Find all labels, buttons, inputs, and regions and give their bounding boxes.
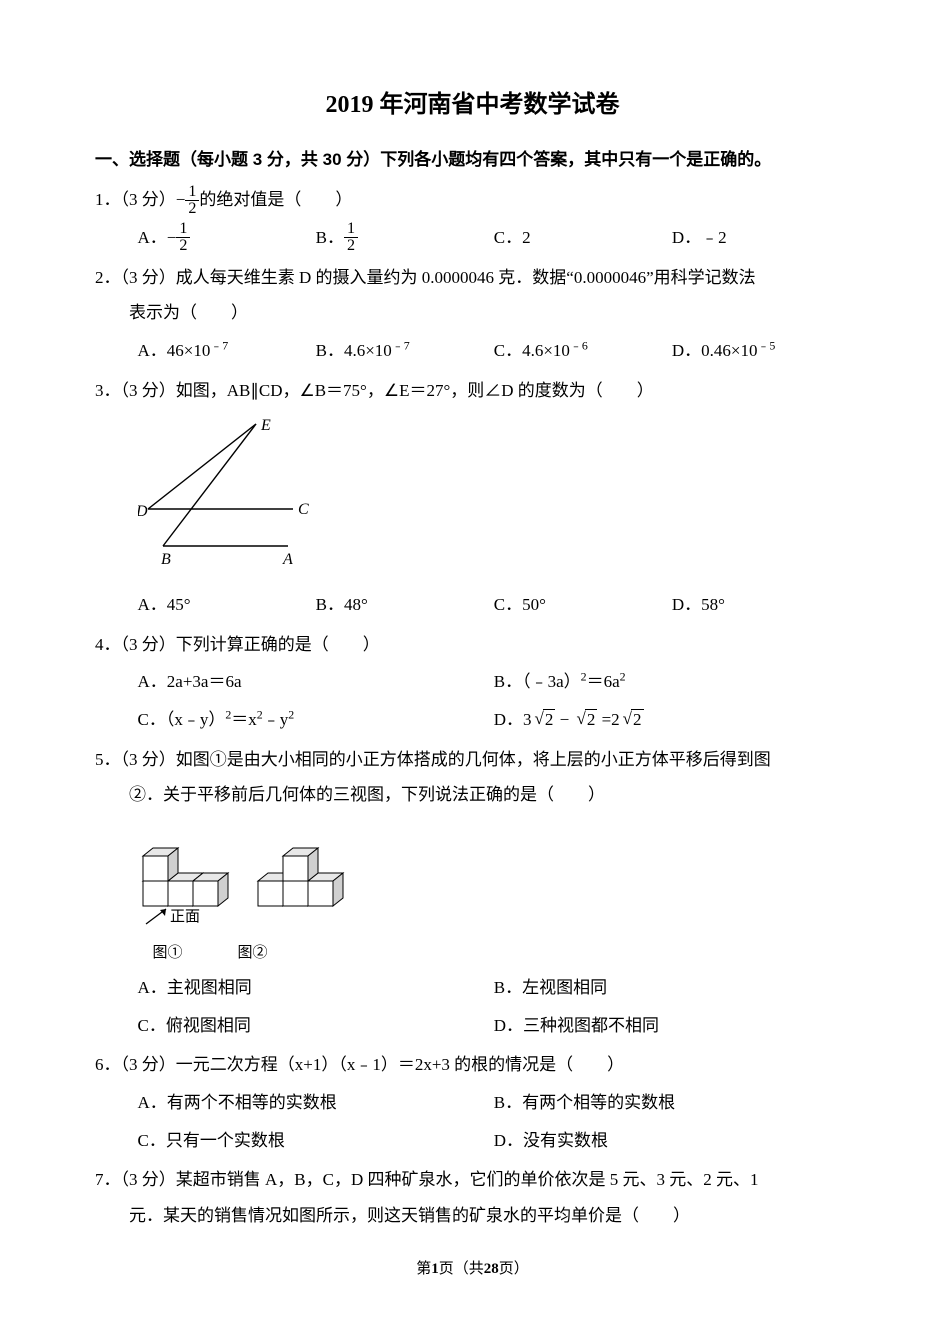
q5-front-label: 正面 [170,909,200,925]
q3-svg: E D C B A [138,416,318,566]
page-title: 2019 年河南省中考数学试卷 [95,80,850,130]
q1-fraction: 12 [185,184,199,217]
q3-label-d: D [138,503,148,520]
q2-choice-d: D．0.46×10﹣5 [672,333,850,369]
q5-svg: 正面 [138,821,398,931]
q4-choice-b: B．（﹣3a）2＝6a2 [494,664,850,700]
q2-choice-c: C．4.6×10﹣6 [494,333,672,369]
q7-line1: 7．（3 分）某超市销售 A，B，C，D 四种矿泉水，它们的单价依次是 5 元、… [95,1162,850,1198]
q5-choice-d: D．三种视图都不相同 [494,1008,850,1044]
q3-label-e: E [260,417,271,434]
q3-diagram: E D C B A [138,416,851,579]
q5-choices-row1: A．主视图相同 B．左视图相同 [95,970,850,1006]
q5-choice-b: B．左视图相同 [494,970,850,1006]
q5-choices-row2: C．俯视图相同 D．三种视图都不相同 [95,1008,850,1044]
q3-label-a: A [282,551,293,566]
q4-choice-a: A．2a+3a＝6a [138,664,494,700]
q5-line2: ②．关于平移前后几何体的三视图，下列说法正确的是（ ） [95,777,850,813]
q4-choices-row2: C．（x﹣y）2＝x2﹣y2 D．32 − 2 =22 [95,702,850,738]
q3-choice-c: C．50° [494,587,672,623]
question-7: 7．（3 分）某超市销售 A，B，C，D 四种矿泉水，它们的单价依次是 5 元、… [95,1162,850,1233]
q5-choice-c: C．俯视图相同 [138,1008,494,1044]
q1-choice-d: D．﹣2 [672,220,850,256]
section-header: 一、选择题（每小题 3 分，共 30 分）下列各小题均有四个答案，其中只有一个是… [95,142,850,178]
q6-choice-b: B．有两个相等的实数根 [494,1085,850,1121]
q1-sign: − [176,190,186,209]
q6-choices-row1: A．有两个不相等的实数根 B．有两个相等的实数根 [95,1085,850,1121]
question-5: 5．（3 分）如图①是由大小相同的小正方体搭成的几何体，将上层的小正方体平移后得… [95,742,850,813]
q6-choice-a: A．有两个不相等的实数根 [138,1085,494,1121]
question-6: 6．（3 分）一元二次方程（x+1）（x﹣1）＝2x+3 的根的情况是（ ） [95,1047,850,1083]
question-4: 4．（3 分）下列计算正确的是（ ） [95,627,850,663]
q3-choice-d: D．58° [672,587,850,623]
question-3: 3．（3 分）如图，AB∥CD，∠B＝75°，∠E＝27°，则∠D 的度数为（ … [95,373,850,409]
q1-choice-a: A．−12 [138,220,316,256]
q5-diagram: 正面 图① 图② [138,821,851,962]
q1-stem-a: 1．（3 分） [95,190,176,209]
q3-label-c: C [298,501,309,518]
question-2: 2．（3 分）成人每天维生素 D 的摄入量约为 0.0000046 克．数据“0… [95,260,850,331]
q4-choices-row1: A．2a+3a＝6a B．（﹣3a）2＝6a2 [95,664,850,700]
q5-fig1-label: 图① [153,944,183,962]
q2-choice-a: A．46×10﹣7 [138,333,316,369]
q2-line1: 2．（3 分）成人每天维生素 D 的摄入量约为 0.0000046 克．数据“0… [95,260,850,296]
question-1: 1．（3 分）−12的绝对值是（ ） [95,182,850,218]
q4-choice-c: C．（x﹣y）2＝x2﹣y2 [138,702,494,738]
q6-choices-row2: C．只有一个实数根 D．没有实数根 [95,1123,850,1159]
q5-choice-a: A．主视图相同 [138,970,494,1006]
q1-choice-b: B．12 [316,220,494,256]
q5-fig2-label: 图② [238,944,268,962]
q3-choice-a: A．45° [138,587,316,623]
q6-choice-c: C．只有一个实数根 [138,1123,494,1159]
q2-line2: 表示为（ ） [95,295,850,331]
page-footer: 第1页（共28页） [95,1254,850,1286]
q2-choices: A．46×10﹣7 B．4.6×10﹣7 C．4.6×10﹣6 D．0.46×1… [95,333,850,369]
q1-choices: A．−12 B．12 C．2 D．﹣2 [95,220,850,256]
q6-choice-d: D．没有实数根 [494,1123,850,1159]
q1-stem-b: 的绝对值是（ ） [199,190,352,209]
q7-line2: 元．某天的销售情况如图所示，则这天销售的矿泉水的平均单价是（ ） [95,1198,850,1234]
q1-choice-c: C．2 [494,220,672,256]
q3-label-b: B [161,551,171,566]
q3-choice-b: B．48° [316,587,494,623]
q5-line1: 5．（3 分）如图①是由大小相同的小正方体搭成的几何体，将上层的小正方体平移后得… [95,742,850,778]
q4-choice-d: D．32 − 2 =22 [494,702,850,738]
q3-choices: A．45° B．48° C．50° D．58° [95,587,850,623]
q2-choice-b: B．4.6×10﹣7 [316,333,494,369]
